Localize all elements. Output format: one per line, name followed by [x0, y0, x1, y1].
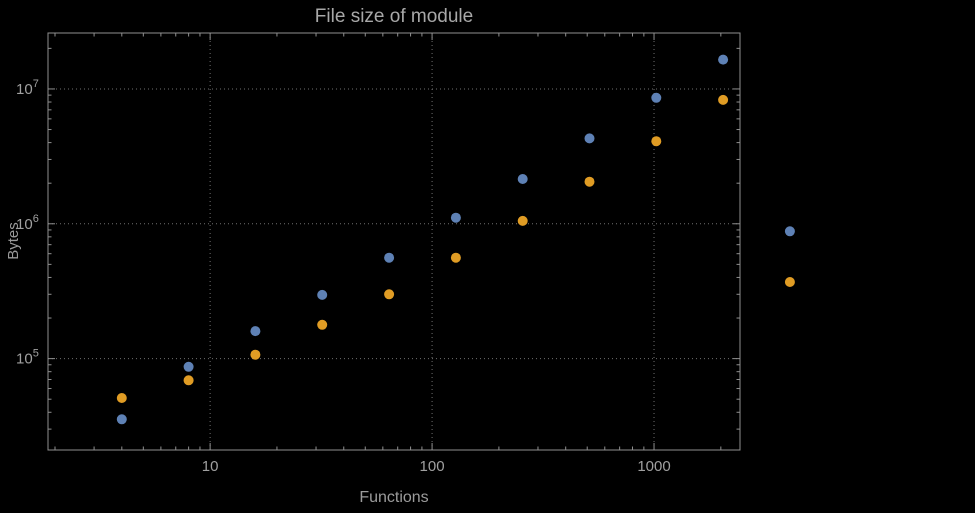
data-point — [651, 92, 662, 103]
data-point — [384, 252, 395, 263]
data-point — [116, 414, 127, 425]
x-tick-label: 100 — [420, 458, 445, 475]
data-point — [116, 393, 127, 403]
y-axis-label: Bytes — [5, 222, 22, 260]
axis-ticks — [48, 33, 740, 450]
y-tick-label: 106 — [16, 213, 39, 233]
series-orange — [116, 94, 795, 403]
data-point — [584, 176, 595, 187]
x-tick-labels: 10 100 1000 — [202, 458, 671, 475]
data-point — [784, 277, 795, 287]
data-point — [517, 174, 528, 184]
series-blue — [116, 54, 795, 425]
data-point — [718, 94, 729, 105]
gridlines — [48, 33, 740, 450]
data-point — [784, 226, 795, 237]
data-point — [384, 289, 395, 300]
data-point — [651, 136, 662, 147]
data-point — [517, 215, 528, 226]
plot-frame — [47, 32, 741, 451]
data-point — [718, 54, 729, 65]
data-point — [450, 212, 461, 223]
y-tick-label: 107 — [16, 78, 39, 98]
data-point — [317, 319, 328, 330]
y-tick-label: 105 — [16, 348, 39, 368]
data-point — [250, 349, 261, 360]
x-axis-label: Functions — [359, 489, 429, 506]
data-point — [183, 375, 194, 386]
x-tick-label: 10 — [202, 458, 219, 475]
chart-title: File size of module — [314, 6, 474, 27]
y-tick-labels: 105 106 107 — [16, 78, 39, 368]
data-point — [584, 133, 595, 144]
data-point — [317, 289, 328, 300]
data-point — [250, 326, 261, 337]
data-point — [183, 361, 194, 372]
data-point — [450, 252, 461, 263]
x-tick-label: 1000 — [637, 458, 670, 475]
